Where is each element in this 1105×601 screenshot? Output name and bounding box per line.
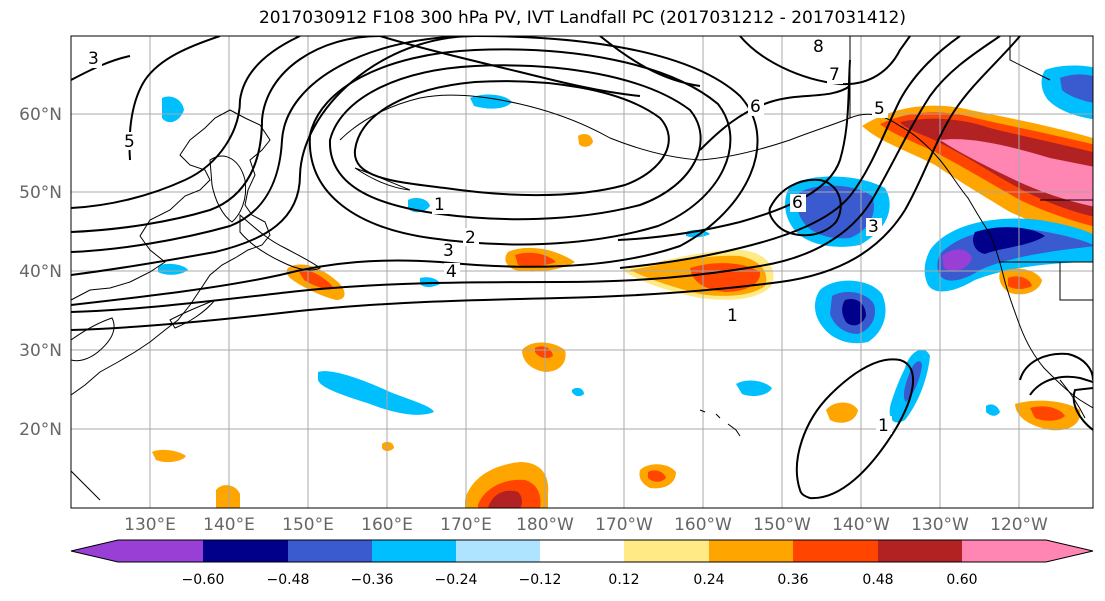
contour-label: 6 — [750, 97, 761, 117]
colorbar-segment — [709, 540, 793, 562]
colorbar-segment — [624, 540, 709, 562]
colorbar-segment — [878, 540, 962, 562]
contour-label: 5 — [124, 132, 135, 152]
lat-label: 20°N — [19, 420, 62, 440]
colorbar-segment — [962, 540, 1046, 562]
map-frame — [70, 35, 1094, 509]
colorbar-tick-label: −0.48 — [267, 572, 310, 588]
lon-label: 150°E — [282, 515, 334, 535]
lat-label: 40°N — [19, 262, 62, 282]
colorbar-segment — [793, 540, 878, 562]
lon-label: 170°E — [440, 515, 492, 535]
gridlines — [71, 36, 1093, 508]
colorbar-extend-max — [1046, 540, 1093, 562]
lon-label: 140°E — [203, 515, 255, 535]
contour-label: 7 — [829, 65, 840, 85]
lat-label: 60°N — [19, 105, 62, 125]
colorbar-tick-label: −0.60 — [182, 572, 225, 588]
contour-label: 1 — [727, 306, 738, 326]
colorbar-segment — [288, 540, 372, 562]
contour-label-group: 3 5 1 2 3 4 8 7 6 5 6 3 1 1 — [86, 37, 892, 436]
lon-label: 130°W — [911, 515, 969, 535]
colorbar-extend-min — [71, 540, 118, 562]
colorbar-tick-label: −0.12 — [519, 572, 562, 588]
contour-label: 6 — [792, 193, 803, 213]
map-title: 2017030912 F108 300 hPa PV, IVT Landfall… — [258, 8, 906, 28]
colorbar-segment — [456, 540, 540, 562]
contour-label: 3 — [88, 49, 99, 69]
colorbar-segment — [203, 540, 288, 562]
colorbar-segment — [540, 540, 624, 562]
colorbar-segment — [118, 540, 203, 562]
longitude-labels: 130°E 140°E 150°E 160°E 170°E 180°W 170°… — [124, 515, 1048, 535]
colorbar-outline — [70, 539, 1094, 563]
lon-label: 140°W — [832, 515, 890, 535]
colorbar-tick-labels: −0.60 −0.48 −0.36 −0.24 −0.12 0.12 0.24 … — [182, 572, 978, 588]
lon-label: 180°W — [516, 515, 574, 535]
contour-label: 1 — [878, 416, 889, 436]
lat-label: 30°N — [19, 341, 62, 361]
colorbar-tick-label: 0.24 — [693, 572, 724, 588]
contour-label: 2 — [465, 228, 476, 248]
lon-label: 120°W — [990, 515, 1048, 535]
lon-label: 160°E — [361, 515, 413, 535]
contour-label: 1 — [434, 195, 445, 215]
colorbar-segment — [372, 540, 456, 562]
colorbar-tick-label: 0.36 — [777, 572, 808, 588]
colorbar-tick-label: −0.36 — [351, 572, 394, 588]
lat-label: 50°N — [19, 183, 62, 203]
contour-label: 8 — [813, 37, 824, 57]
lon-label: 150°W — [753, 515, 811, 535]
latitude-labels: 60°N 50°N 40°N 30°N 20°N — [19, 105, 62, 440]
contour-label: 4 — [446, 262, 457, 282]
contour-label: 3 — [443, 241, 454, 261]
contour-label: 3 — [868, 217, 879, 237]
colorbar: −0.60 −0.48 −0.36 −0.24 −0.12 0.12 0.24 … — [70, 539, 1094, 588]
colorbar-tick-label: −0.24 — [435, 572, 478, 588]
lon-label: 160°W — [674, 515, 732, 535]
colorbar-tick-label: 0.60 — [946, 572, 977, 588]
colorbar-tick-label: 0.12 — [608, 572, 639, 588]
lon-label: 130°E — [124, 515, 176, 535]
lon-label: 170°W — [595, 515, 653, 535]
contour-label: 5 — [874, 99, 885, 119]
colorbar-tick-label: 0.48 — [862, 572, 893, 588]
